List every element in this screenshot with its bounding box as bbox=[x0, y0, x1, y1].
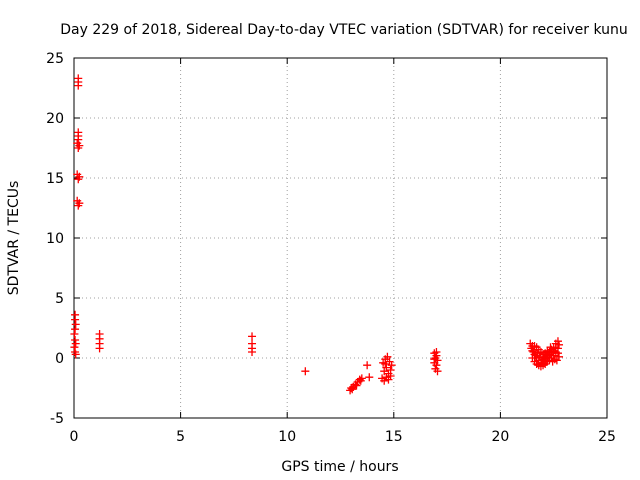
data-point bbox=[551, 344, 560, 353]
y-tick-label: 25 bbox=[46, 51, 64, 67]
y-tick-label: 10 bbox=[46, 231, 64, 247]
data-point bbox=[74, 81, 83, 90]
data-point bbox=[352, 381, 361, 390]
y-tick-label: 15 bbox=[46, 171, 64, 187]
data-point bbox=[546, 343, 555, 352]
x-tick-label: 10 bbox=[278, 429, 296, 445]
y-tick-label: 0 bbox=[55, 351, 64, 367]
data-point bbox=[365, 373, 374, 382]
data-point bbox=[71, 350, 80, 359]
data-point bbox=[387, 361, 396, 370]
y-tick-label: 5 bbox=[55, 291, 64, 307]
x-tick-label: 5 bbox=[176, 429, 185, 445]
data-point bbox=[248, 348, 257, 356]
data-point bbox=[301, 367, 310, 376]
plot-frame bbox=[73, 57, 608, 419]
data-point bbox=[363, 361, 372, 370]
data-point bbox=[542, 351, 551, 360]
x-tick-label: 20 bbox=[491, 429, 509, 445]
x-tick-label: 15 bbox=[385, 429, 403, 445]
chart-title: Day 229 of 2018, Sidereal Day-to-day VTE… bbox=[60, 22, 628, 38]
data-point bbox=[74, 201, 83, 210]
data-point bbox=[74, 175, 83, 184]
data-point bbox=[74, 135, 83, 144]
y-tick-label: 20 bbox=[46, 111, 64, 127]
data-point bbox=[248, 332, 257, 341]
data-point bbox=[382, 363, 391, 372]
data-point bbox=[432, 361, 441, 370]
x-tick-label: 25 bbox=[598, 429, 616, 445]
data-point bbox=[95, 344, 104, 353]
data-point bbox=[548, 357, 557, 366]
x-axis-label: GPS time / hours bbox=[281, 459, 398, 475]
grid bbox=[74, 58, 607, 418]
data-point bbox=[553, 349, 562, 358]
data-point bbox=[381, 360, 390, 368]
data-points bbox=[70, 74, 564, 395]
data-point bbox=[433, 367, 442, 376]
data-point bbox=[71, 339, 80, 348]
data-point bbox=[432, 348, 441, 356]
y-axis-label: SDTVAR / TECUs bbox=[6, 181, 22, 296]
data-point bbox=[527, 344, 536, 353]
axis-ticks: 0 5 10 15 20 25 -5 0 5 10 15 20 25 bbox=[46, 51, 616, 445]
data-point bbox=[383, 352, 392, 361]
y-tick-label: -5 bbox=[50, 411, 64, 427]
data-point bbox=[356, 376, 365, 385]
data-point bbox=[430, 355, 439, 364]
data-point bbox=[74, 144, 83, 152]
x-tick-label: 0 bbox=[70, 429, 79, 445]
data-point bbox=[348, 385, 357, 394]
data-point bbox=[386, 372, 395, 380]
